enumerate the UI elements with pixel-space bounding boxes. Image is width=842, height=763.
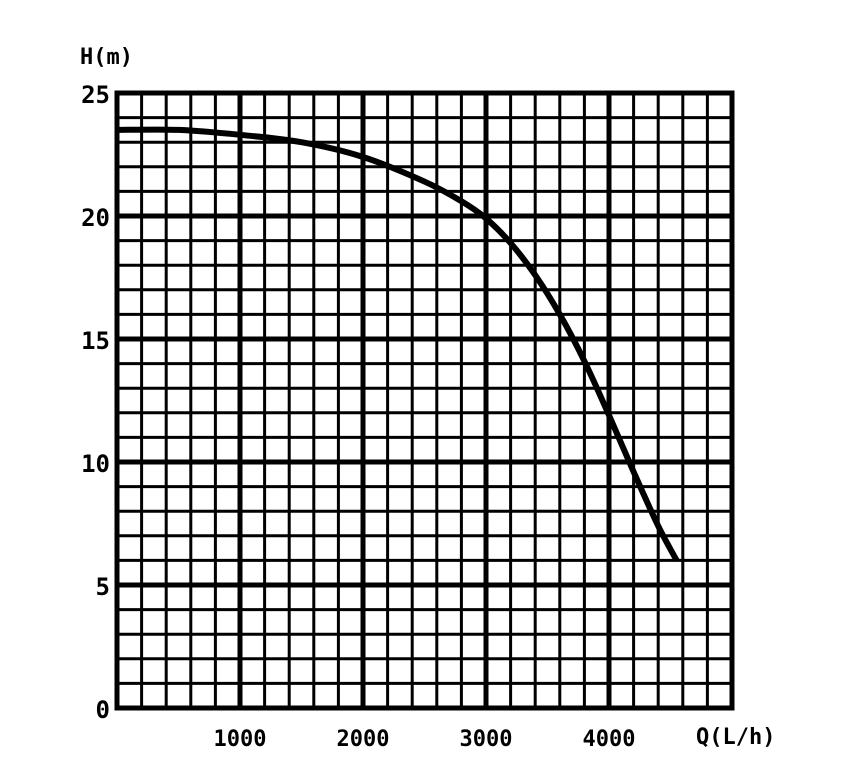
tick-labels: 1000 2000 3000 4000 0 5 10 15 20 25 xyxy=(81,81,635,752)
x-tick-label: 4000 xyxy=(583,727,636,752)
x-tick-label: 3000 xyxy=(460,727,513,752)
y-tick-label: 25 xyxy=(81,81,110,109)
y-tick-label: 15 xyxy=(81,327,110,355)
y-tick-label: 20 xyxy=(81,204,110,232)
series-line-0 xyxy=(116,126,680,562)
y-axis-label: H(m) xyxy=(80,45,133,70)
x-axis-label: Q(L/h) xyxy=(696,725,775,750)
plot-frame xyxy=(114,90,735,711)
y-tick-label: 0 xyxy=(96,696,110,724)
y-tick-label: 10 xyxy=(81,450,110,478)
x-tick-label: 2000 xyxy=(337,727,390,752)
series-group xyxy=(116,126,680,562)
y-tick-label: 5 xyxy=(96,573,110,601)
minor-gridlines xyxy=(117,93,732,708)
x-tick-label: 1000 xyxy=(214,727,267,752)
major-gridlines xyxy=(114,90,735,711)
